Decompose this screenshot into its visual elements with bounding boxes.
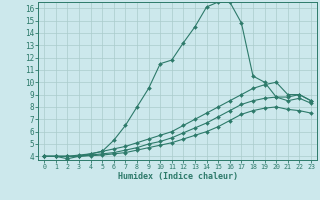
X-axis label: Humidex (Indice chaleur): Humidex (Indice chaleur) xyxy=(118,172,238,181)
